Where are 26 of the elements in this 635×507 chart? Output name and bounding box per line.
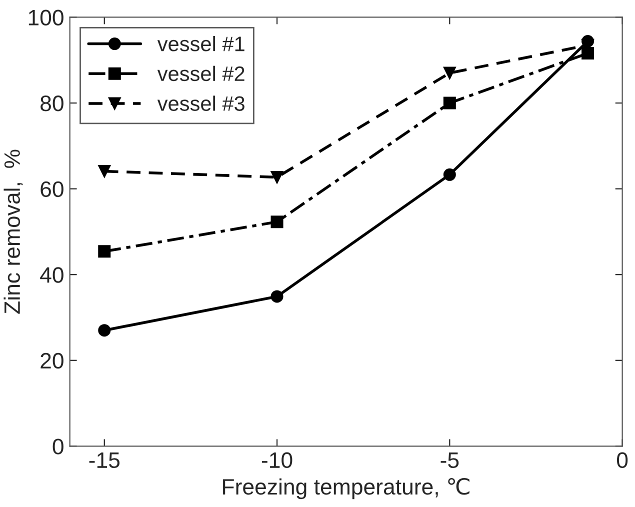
y-axis-title: Zinc removal, % (4, 150, 23, 314)
point (270, 170, 284, 184)
point (98, 245, 111, 258)
y-tick-label: 60 (40, 181, 64, 198)
point (98, 324, 111, 337)
point (270, 216, 284, 228)
point (443, 96, 456, 110)
legend-label: vessel #2 (157, 66, 244, 82)
point (582, 47, 594, 60)
x-tick-label: -10 (262, 452, 292, 468)
point (270, 290, 284, 303)
point (443, 168, 456, 181)
y-tick-label: 40 (40, 267, 64, 283)
legend-label: vessel #3 (157, 96, 244, 111)
y-tick-label: 80 (40, 96, 64, 112)
point (443, 66, 456, 80)
x-tick-label: 0 (616, 452, 628, 468)
y-tick-label: 100 (28, 10, 64, 26)
x-tick-label: -5 (440, 452, 459, 468)
y-tick-label: 0 (52, 438, 64, 454)
point (582, 35, 594, 48)
legend-label: vessel #1 (157, 36, 244, 52)
y-tick-label: 20 (40, 352, 64, 369)
point (98, 164, 111, 178)
x-tick-label: -15 (89, 452, 120, 468)
x-axis-title: Freezing temperature, ℃ (223, 478, 470, 500)
